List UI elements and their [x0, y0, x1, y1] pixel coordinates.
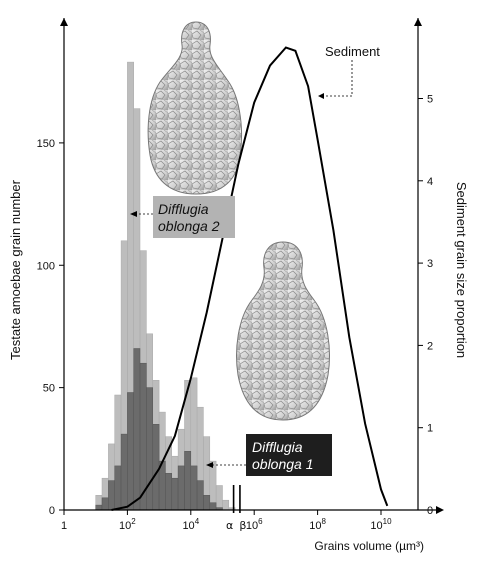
sediment-leader — [322, 60, 353, 97]
bar-oblonga-1 — [203, 495, 211, 511]
right-tick-label: 5 — [427, 93, 433, 105]
bar-oblonga-1 — [165, 473, 172, 511]
oblonga1-annotation: Difflugia — [252, 439, 303, 455]
x-tick-label: 108 — [309, 517, 326, 532]
bar-oblonga-1 — [171, 477, 179, 511]
left-tick-label: 100 — [37, 260, 55, 272]
oblonga2-annotation: oblonga 2 — [158, 218, 220, 234]
left-tick-label: 50 — [43, 383, 55, 395]
x-tick-label: 102 — [119, 517, 136, 532]
x-tick-label: 1010 — [370, 517, 392, 532]
bar-oblonga-2 — [215, 485, 223, 511]
bar-oblonga-1 — [133, 348, 141, 511]
right-tick-label: 0 — [427, 505, 433, 517]
right-axis-arrow — [414, 18, 422, 26]
bar-oblonga-1 — [95, 504, 103, 511]
right-tick-label: 3 — [427, 258, 433, 270]
bar-oblonga-1 — [101, 497, 109, 511]
right-axis-label: Sediment grain size proportion — [454, 182, 469, 358]
sediment-leader-arrow — [318, 93, 324, 99]
bar-oblonga-1 — [114, 465, 122, 511]
bar-oblonga-1 — [209, 502, 217, 511]
oblonga1-annotation: oblonga 1 — [252, 456, 314, 472]
bar-oblonga-1 — [152, 424, 160, 511]
x-tick-label: 106 — [246, 517, 263, 532]
oblonga2-annotation: Difflugia — [158, 201, 209, 217]
bar-oblonga-1 — [177, 465, 185, 511]
shell-illustration-bottom — [236, 241, 330, 421]
x-tick-exponent: 6 — [258, 517, 263, 526]
bar-oblonga-2 — [222, 499, 230, 511]
oblonga1-label-box — [246, 434, 332, 476]
right-tick-label: 2 — [427, 340, 433, 352]
x-tick-exponent: 8 — [321, 517, 326, 526]
x-axis-arrow — [436, 506, 444, 514]
oblonga1-leader-arrow — [206, 462, 213, 468]
marker-label: α — [226, 519, 233, 532]
bar-oblonga-1 — [120, 433, 128, 511]
bar-oblonga-1 — [127, 392, 134, 511]
marker-label: β — [239, 519, 246, 532]
x-axis-label: Grains volume (µm³) — [314, 539, 424, 553]
sediment-annotation: Sediment — [325, 44, 380, 59]
left-tick-label: 0 — [49, 505, 55, 517]
sediment-line — [111, 46, 389, 511]
left-axis-label: Testate amoebae grain number — [8, 179, 23, 360]
x-tick-exponent: 4 — [195, 517, 200, 526]
bar-oblonga-1 — [190, 465, 198, 511]
bar-oblonga-1 — [108, 480, 115, 511]
oblonga2-label-box — [153, 196, 235, 238]
bar-oblonga-1 — [196, 480, 204, 511]
left-tick-label: 150 — [37, 138, 55, 150]
bar-oblonga-1 — [184, 451, 192, 511]
x-tick-exponent: 2 — [131, 517, 136, 526]
x-tick-label: 104 — [182, 517, 199, 532]
oblonga2-leader-arrow — [130, 211, 137, 217]
right-tick-label: 1 — [427, 423, 433, 435]
shell-illustration-top — [147, 21, 243, 195]
left-axis-arrow — [60, 18, 68, 26]
bar-oblonga-1 — [146, 387, 153, 511]
right-tick-label: 4 — [427, 176, 433, 188]
x-tick-exponent: 10 — [383, 517, 392, 526]
x-tick-label: 1 — [61, 520, 67, 532]
